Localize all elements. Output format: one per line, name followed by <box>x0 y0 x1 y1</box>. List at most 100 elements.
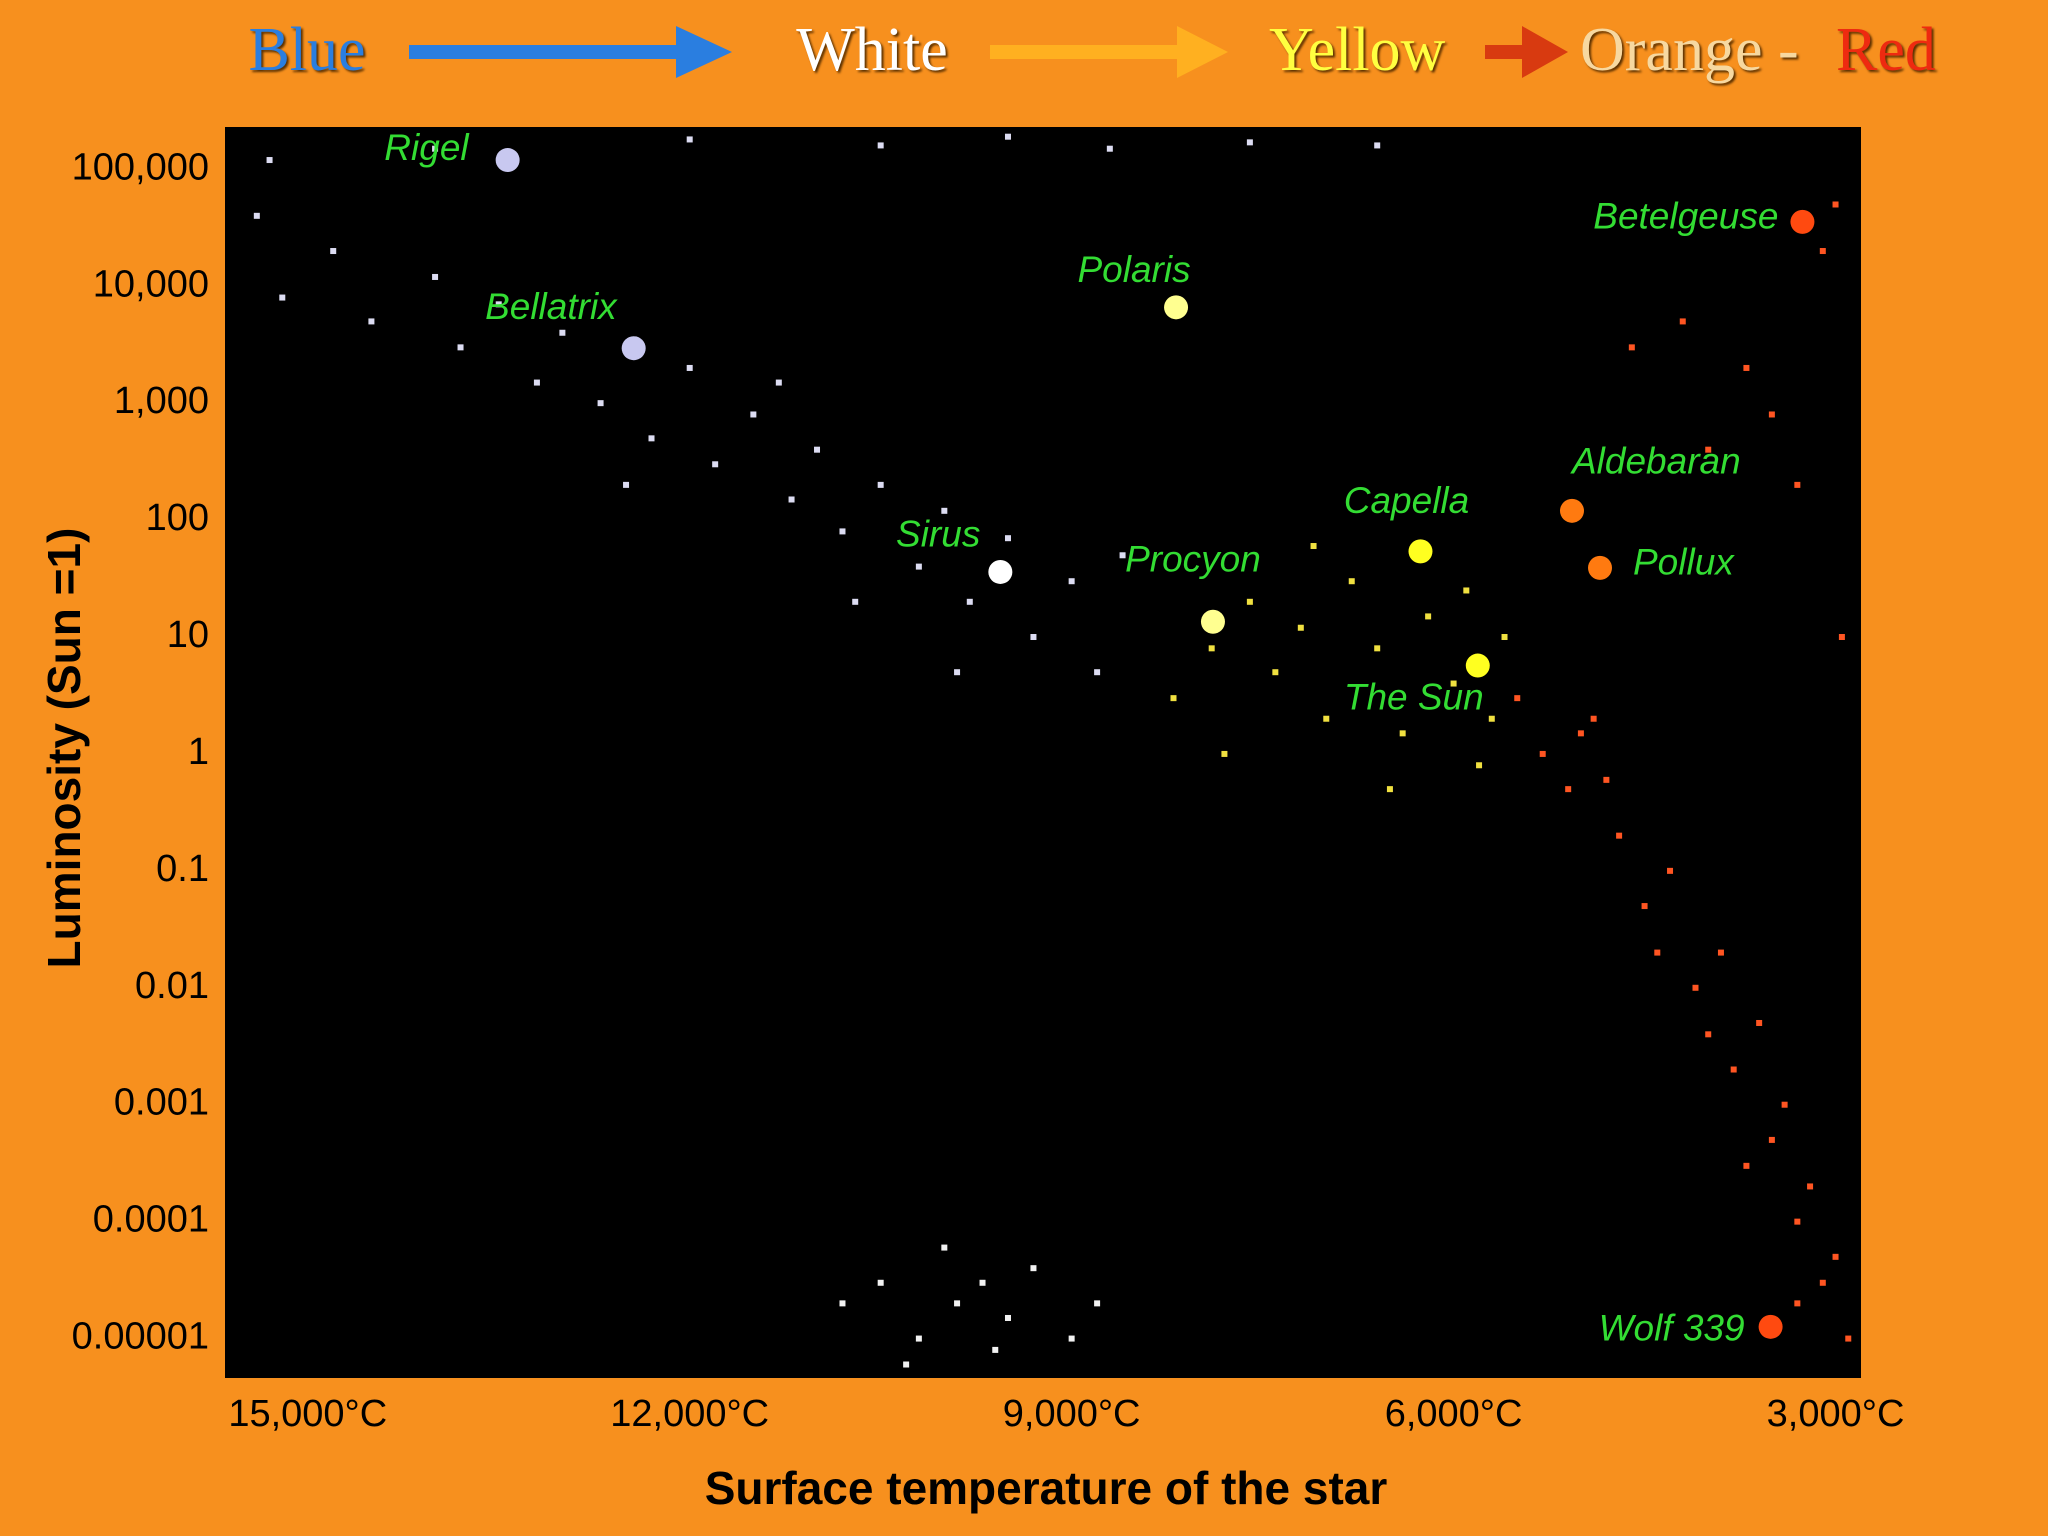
star-point <box>915 563 922 570</box>
star-point <box>597 400 604 407</box>
star-point <box>877 1279 884 1286</box>
star-point <box>1386 786 1393 793</box>
arrow <box>1522 26 1568 78</box>
header-word: Orange - <box>1580 16 1799 84</box>
y-tick-label: 100,000 <box>72 146 209 188</box>
header-word: Blue <box>248 16 365 84</box>
star-point <box>279 294 286 301</box>
star-point <box>1692 984 1699 991</box>
star-point <box>1004 133 1011 140</box>
y-tick-label: 0.1 <box>156 848 209 890</box>
star-point <box>839 528 846 535</box>
y-axis-label: Luminosity (Sun =1) <box>38 528 90 969</box>
star-point <box>941 507 948 514</box>
star-point <box>992 1346 999 1353</box>
star-label: Capella <box>1344 480 1469 521</box>
arrow <box>1485 45 1525 59</box>
star-point <box>686 136 693 143</box>
star-point <box>1838 634 1845 641</box>
star-point <box>1654 949 1661 956</box>
star-point <box>1068 1335 1075 1342</box>
x-tick-label: 9,000°C <box>1003 1393 1141 1435</box>
star-label: Bellatrix <box>485 286 618 327</box>
star-point <box>1246 139 1253 146</box>
plot-area <box>225 127 1861 1378</box>
star-point <box>1488 715 1495 722</box>
star-point <box>1794 1218 1801 1225</box>
star-point <box>1743 1162 1750 1169</box>
star-point <box>1170 695 1177 702</box>
star-point <box>1756 1019 1763 1026</box>
star-point <box>1768 411 1775 418</box>
arrow <box>676 26 732 78</box>
star-point <box>1030 634 1037 641</box>
star-point <box>1717 949 1724 956</box>
star-point <box>1743 364 1750 371</box>
star-point <box>533 379 540 386</box>
star-point <box>266 157 273 164</box>
star-point <box>915 1335 922 1342</box>
y-tick-label: 0.001 <box>114 1082 209 1124</box>
star-point <box>1297 624 1304 631</box>
named-star <box>495 148 520 173</box>
x-axis-label: Surface temperature of the star <box>705 1462 1388 1514</box>
star-point <box>1450 680 1457 687</box>
named-star <box>1200 609 1225 634</box>
star-point <box>1577 730 1584 737</box>
star-point <box>1794 1300 1801 1307</box>
arrow <box>990 45 1180 59</box>
star-point <box>877 142 884 149</box>
star-point <box>852 598 859 605</box>
star-point <box>1794 481 1801 488</box>
star-point <box>1094 1300 1101 1307</box>
named-star <box>988 559 1013 584</box>
y-tick-label: 0.01 <box>135 965 209 1007</box>
star-label: The Sun <box>1344 676 1484 717</box>
x-tick-label: 6,000°C <box>1385 1393 1523 1435</box>
star-label: Pollux <box>1633 542 1735 583</box>
star-point <box>1348 578 1355 585</box>
star-point <box>839 1300 846 1307</box>
star-point <box>1246 598 1253 605</box>
star-point <box>1616 832 1623 839</box>
star-point <box>814 446 821 453</box>
star-point <box>941 1244 948 1251</box>
star-point <box>1679 318 1686 325</box>
star-point <box>1845 1335 1852 1342</box>
star-point <box>954 1300 961 1307</box>
star-point <box>1539 750 1546 757</box>
star-point <box>712 461 719 468</box>
star-point <box>1832 201 1839 208</box>
star-point <box>253 212 260 219</box>
y-tick-label: 1,000 <box>114 380 209 422</box>
y-tick-label: 100 <box>146 497 209 539</box>
star-point <box>1705 1031 1712 1038</box>
star-point <box>750 411 757 418</box>
star-point <box>432 145 439 152</box>
star-label: Polaris <box>1077 249 1190 290</box>
star-point <box>1768 1136 1775 1143</box>
star-point <box>1106 145 1113 152</box>
y-tick-label: 10,000 <box>93 263 209 305</box>
star-point <box>1399 730 1406 737</box>
star-point <box>1094 669 1101 676</box>
star-point <box>1705 446 1712 453</box>
star-label: Betelgeuse <box>1593 196 1778 237</box>
star-point <box>1628 344 1635 351</box>
arrow <box>409 45 679 59</box>
star-label: Rigel <box>384 127 470 168</box>
star-label: Procyon <box>1125 539 1261 580</box>
star-point <box>979 1279 986 1286</box>
y-tick-label: 0.00001 <box>72 1316 209 1358</box>
star-label: Aldebaran <box>1570 441 1741 482</box>
star-point <box>1501 634 1508 641</box>
y-tick-label: 1 <box>188 731 209 773</box>
star-point <box>1425 613 1432 620</box>
star-point <box>1463 587 1470 594</box>
star-point <box>1590 715 1597 722</box>
header-arrows <box>409 26 1568 78</box>
named-star <box>1164 295 1189 320</box>
star-point <box>330 248 337 255</box>
